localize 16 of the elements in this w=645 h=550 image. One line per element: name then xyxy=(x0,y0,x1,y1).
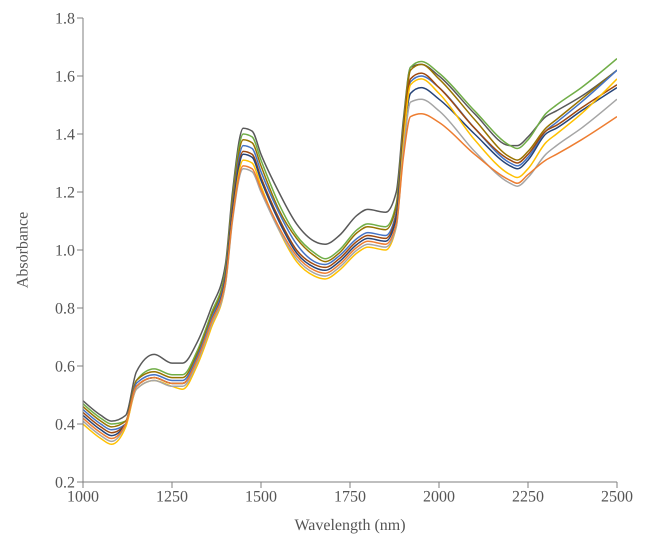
x-axis-title: Wavelength (nm) xyxy=(294,517,406,534)
x-tick-label: 2000 xyxy=(423,488,455,506)
x-tick-label: 2250 xyxy=(512,488,544,506)
y-tick-label: 1.8 xyxy=(55,10,75,28)
y-tick-label: 0.4 xyxy=(55,416,75,434)
y-tick-label: 1.4 xyxy=(55,126,75,144)
y-tick-label: 1.0 xyxy=(55,242,75,260)
y-tick-label: 0.6 xyxy=(55,358,75,376)
x-tick-label: 1250 xyxy=(156,488,188,506)
y-tick-label: 1.6 xyxy=(55,68,75,86)
y-tick-label: 0.8 xyxy=(55,300,75,318)
x-tick-label: 2500 xyxy=(601,488,633,506)
x-tick-label: 1750 xyxy=(334,488,366,506)
y-tick-label: 1.2 xyxy=(55,184,75,202)
x-tick-label: 1500 xyxy=(245,488,277,506)
y-axis-title: Absorbance xyxy=(14,212,32,288)
